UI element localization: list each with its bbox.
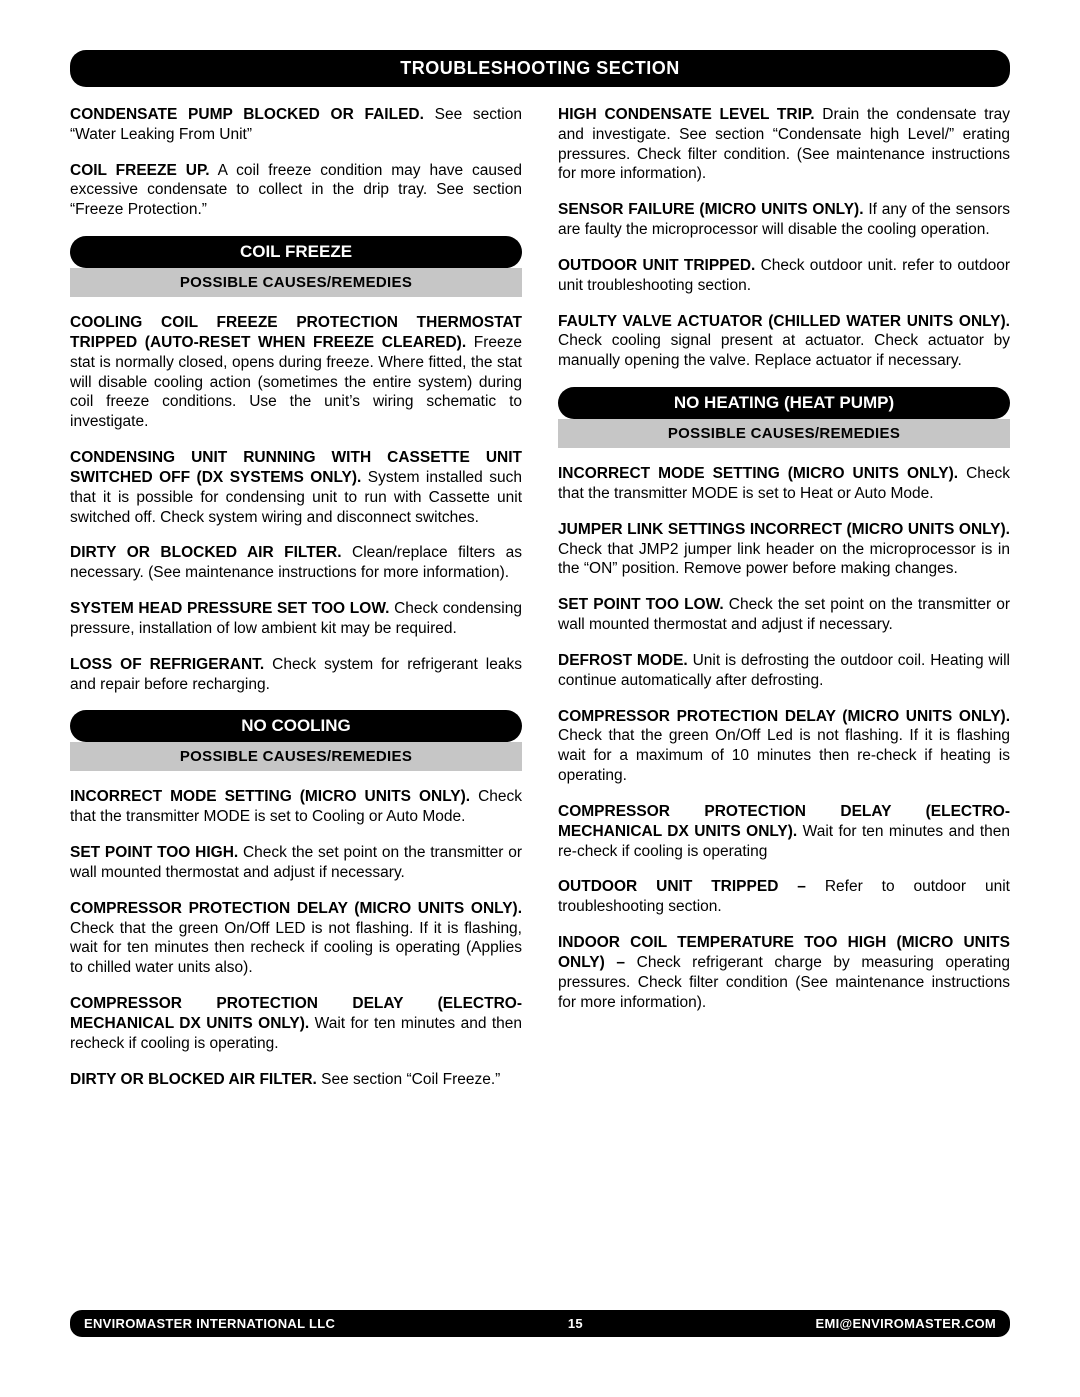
para: COMPRESSOR PROTECTION DELAY (MICRO UNITS… [558,707,1010,786]
columns-container: CONDENSATE PUMP BLOCKED OR FAILED. See s… [70,105,1010,1105]
subsection-possible-causes: POSSIBLE CAUSES/REMEDIES [70,742,522,771]
section-coil-freeze: COIL FREEZE [70,236,522,268]
para: OUTDOOR UNIT TRIPPED – Refer to outdoor … [558,877,1010,917]
page-header: TROUBLESHOOTING SECTION [70,50,1010,87]
subsection-possible-causes: POSSIBLE CAUSES/REMEDIES [70,268,522,297]
para-bold: SET POINT TOO LOW. [558,596,724,613]
para-bold: SET POINT TOO HIGH. [70,844,238,861]
para-bold: SYSTEM HEAD PRESSURE SET TOO LOW. [70,600,389,617]
para-bold: LOSS OF REFRIGERANT. [70,656,264,673]
para: SET POINT TOO HIGH. Check the set point … [70,843,522,883]
para: FAULTY VALVE ACTUATOR (CHILLED WATER UNI… [558,312,1010,371]
footer-right: EMI@ENVIROMASTER.COM [816,1316,996,1331]
para-bold: COMPRESSOR PROTECTION DELAY (MICRO UNITS… [70,900,522,917]
para-bold: OUTDOOR UNIT TRIPPED. [558,257,755,274]
para-bold: DIRTY OR BLOCKED AIR FILTER. [70,1071,317,1088]
subsection-possible-causes: POSSIBLE CAUSES/REMEDIES [558,419,1010,448]
para-bold: FAULTY VALVE ACTUATOR (CHILLED WATER UNI… [558,313,1010,330]
footer: ENVIROMASTER INTERNATIONAL LLC 15 EMI@EN… [70,1310,1010,1337]
para-bold: DIRTY OR BLOCKED AIR FILTER. [70,544,342,561]
para-bold: JUMPER LINK SETTINGS INCORRECT (MICRO UN… [558,521,1010,538]
para-bold: INCORRECT MODE SETTING (MICRO UNITS ONLY… [558,465,958,482]
para-bold: INCORRECT MODE SETTING (MICRO UNITS ONLY… [70,788,470,805]
section-no-cooling: NO COOLING [70,710,522,742]
para: CONDENSING UNIT RUNNING WITH CASSETTE UN… [70,448,522,527]
para: OUTDOOR UNIT TRIPPED. Check outdoor unit… [558,256,1010,296]
para: COOLING COIL FREEZE PROTECTION THERMOSTA… [70,313,522,432]
para-text: Check that JMP2 jumper link header on th… [558,541,1010,578]
para: COMPRESSOR PROTECTION DELAY (ELECTRO-MEC… [70,994,522,1053]
section-no-heating: NO HEATING (HEAT PUMP) [558,387,1010,419]
para-bold: COOLING COIL FREEZE PROTECTION THERMOSTA… [70,314,522,351]
para-text: Check that the green On/Off Led is not f… [558,727,1010,784]
para: CONDENSATE PUMP BLOCKED OR FAILED. See s… [70,105,522,145]
para-text: Check cooling signal present at actuator… [558,332,1010,369]
para-bold: COMPRESSOR PROTECTION DELAY (MICRO UNITS… [558,708,1010,725]
para: COMPRESSOR PROTECTION DELAY (ELECTRO-MEC… [558,802,1010,861]
para: INCORRECT MODE SETTING (MICRO UNITS ONLY… [70,787,522,827]
para: COIL FREEZE UP. A coil freeze condition … [70,161,522,220]
para: HIGH CONDENSATE LEVEL TRIP. Drain the co… [558,105,1010,184]
para: DIRTY OR BLOCKED AIR FILTER. See section… [70,1070,522,1090]
para-bold: CONDENSATE PUMP BLOCKED OR FAILED. [70,106,424,123]
para: DEFROST MODE. Unit is defrosting the out… [558,651,1010,691]
left-column: CONDENSATE PUMP BLOCKED OR FAILED. See s… [70,105,522,1105]
para: JUMPER LINK SETTINGS INCORRECT (MICRO UN… [558,520,1010,579]
para-bold: SENSOR FAILURE (MICRO UNITS ONLY). [558,201,864,218]
para-text: See section “Coil Freeze.” [317,1071,501,1088]
para: COMPRESSOR PROTECTION DELAY (MICRO UNITS… [70,899,522,978]
para: INDOOR COIL TEMPERATURE TOO HIGH (MICRO … [558,933,1010,1012]
para-text: Check that the green On/Off LED is not f… [70,920,522,977]
footer-left: ENVIROMASTER INTERNATIONAL LLC [84,1316,335,1331]
para-bold: COIL FREEZE UP. [70,162,210,179]
para: SET POINT TOO LOW. Check the set point o… [558,595,1010,635]
footer-page-number: 15 [568,1316,583,1331]
para: DIRTY OR BLOCKED AIR FILTER. Clean/repla… [70,543,522,583]
para: INCORRECT MODE SETTING (MICRO UNITS ONLY… [558,464,1010,504]
para: SENSOR FAILURE (MICRO UNITS ONLY). If an… [558,200,1010,240]
para-bold: DEFROST MODE. [558,652,688,669]
right-column: HIGH CONDENSATE LEVEL TRIP. Drain the co… [558,105,1010,1105]
para-bold: OUTDOOR UNIT TRIPPED – [558,878,806,895]
para-text: Check refrigerant charge by measuring op… [558,954,1010,1011]
para: LOSS OF REFRIGERANT. Check system for re… [70,655,522,695]
para: SYSTEM HEAD PRESSURE SET TOO LOW. Check … [70,599,522,639]
para-bold: HIGH CONDENSATE LEVEL TRIP. [558,106,815,123]
